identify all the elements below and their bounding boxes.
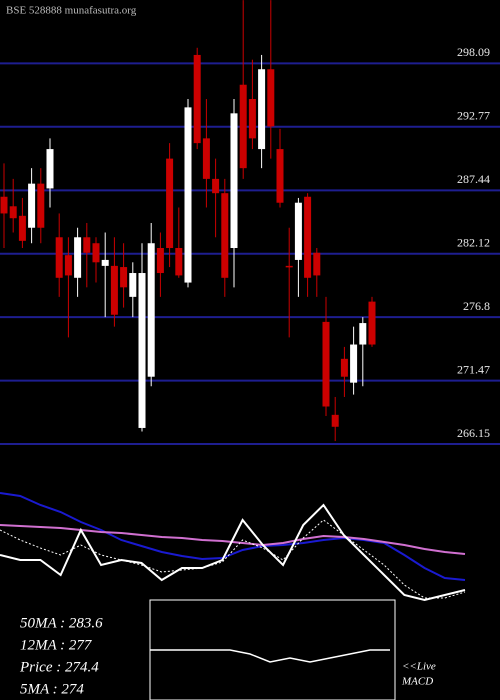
candle-body [101,259,109,266]
ma-line [0,519,466,599]
candle-body [138,273,146,428]
candle-body [212,178,220,194]
candle-body [202,138,210,179]
candle-body [175,248,183,276]
candle-body [230,113,238,249]
macd-title: MACD [401,676,433,688]
annotation: Price : 274.4 [19,659,99,675]
candle-body [0,196,8,214]
candle-body [294,202,302,260]
y-tick-label: 276.8 [463,299,490,313]
candle-body [313,252,321,276]
chart-title: BSE 528888 munafasutra.org [6,5,137,17]
candle-body [83,237,91,253]
annotation: 5MA : 274 [20,681,84,697]
candle-body [221,193,229,278]
candle-body [9,206,17,219]
candle-body [184,107,192,283]
candle-body [248,99,256,139]
candle-body [147,243,155,377]
candle-body [258,69,266,150]
candle-body [46,149,54,189]
candle-body [193,54,201,144]
candle-body [156,248,164,274]
candle-body [18,215,26,241]
y-tick-label: 266.15 [457,426,490,440]
candle-body [37,183,45,228]
candle-body [28,183,36,228]
ma-line [0,503,466,602]
macd-line [150,649,390,663]
candle-body [239,84,247,169]
candle-body [64,255,72,276]
annotation: 50MA : 283.6 [20,615,103,631]
y-tick-label: 271.47 [457,362,490,376]
candle-body [322,321,330,407]
candle-body [129,273,137,297]
candle-body [304,196,312,278]
candle-body [267,69,275,127]
candle-body [110,265,118,315]
candle-body [276,149,284,203]
candle-body [285,265,293,268]
y-tick-label: 292.77 [457,109,490,123]
candle-body [92,243,100,263]
candle-body [331,414,339,427]
candle-body [340,358,348,377]
y-tick-label: 298.09 [457,45,490,59]
candle-body [350,344,358,383]
candle-body [359,323,367,345]
y-tick-label: 287.44 [457,172,490,186]
annotation: <<Live [402,661,436,673]
ma-line [0,492,466,581]
candle-body [120,267,128,288]
y-tick-label: 282.12 [457,235,490,249]
candle-body [74,237,82,278]
annotation: 12MA : 277 [20,637,93,653]
candle-body [368,301,376,345]
candle-body [166,158,174,249]
candle-body [55,237,63,278]
